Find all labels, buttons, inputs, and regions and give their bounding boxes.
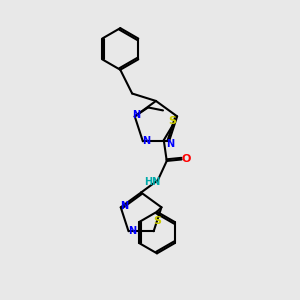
- Text: N: N: [128, 226, 136, 236]
- Text: N: N: [166, 139, 174, 149]
- Text: S: S: [154, 216, 161, 226]
- Text: N: N: [142, 136, 151, 146]
- Text: HN: HN: [144, 177, 160, 187]
- Text: N: N: [132, 110, 140, 120]
- Text: S: S: [169, 116, 177, 126]
- Text: O: O: [182, 154, 191, 164]
- Text: N: N: [120, 201, 128, 211]
